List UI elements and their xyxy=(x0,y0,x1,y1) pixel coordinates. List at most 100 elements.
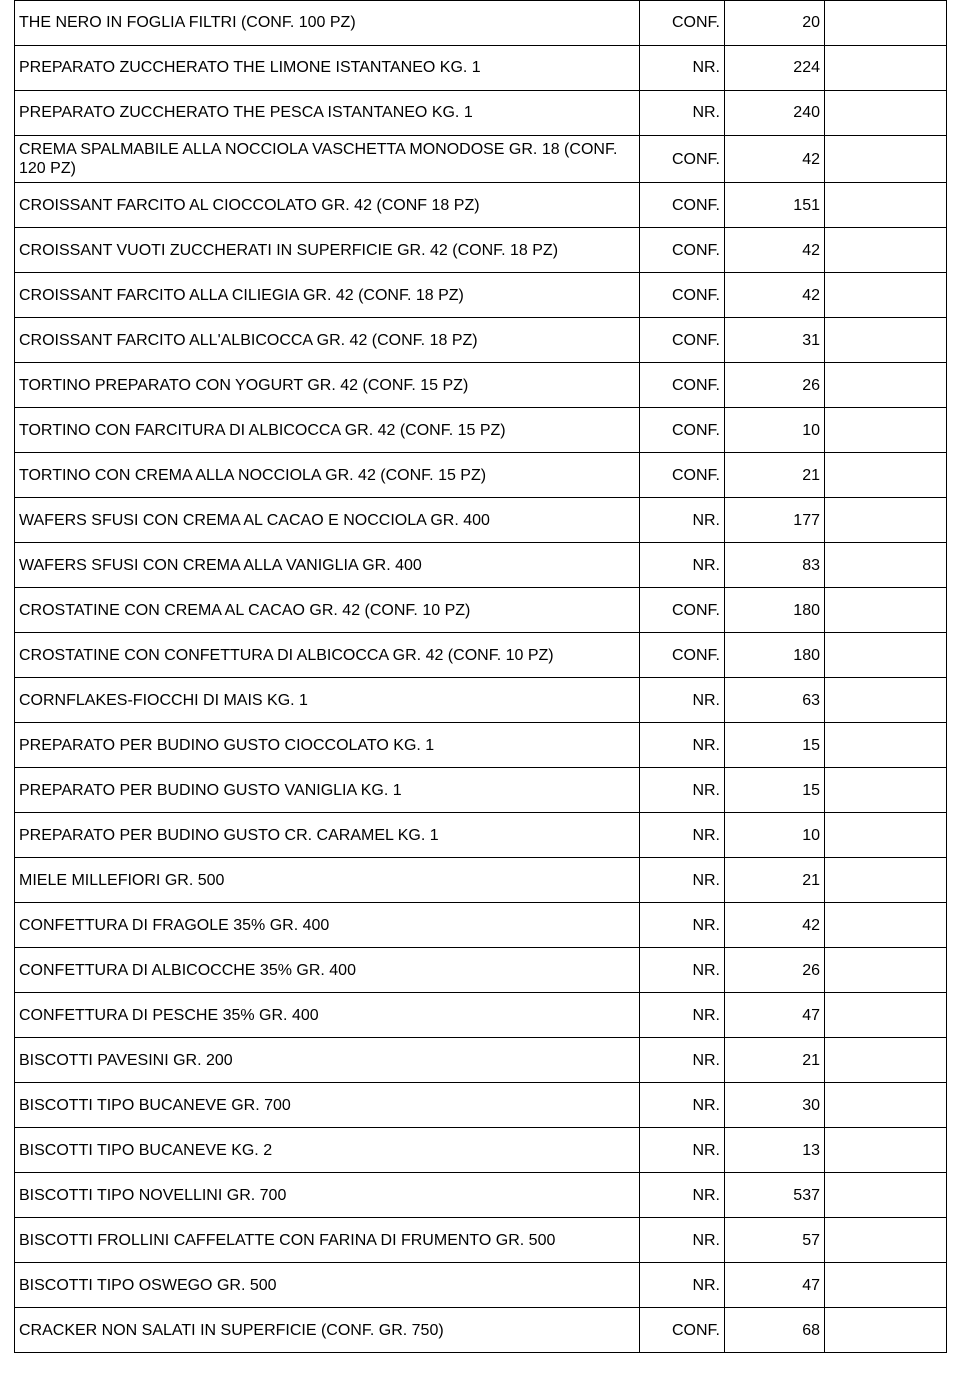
cell-description: TORTINO CON FARCITURA DI ALBICOCCA GR. 4… xyxy=(15,408,640,453)
cell-unit: NR. xyxy=(640,1083,725,1128)
products-table: THE NERO IN FOGLIA FILTRI (CONF. 100 PZ)… xyxy=(14,0,947,1353)
cell-description: BISCOTTI TIPO BUCANEVE GR. 700 xyxy=(15,1083,640,1128)
table-row: CROISSANT VUOTI ZUCCHERATI IN SUPERFICIE… xyxy=(15,228,947,273)
cell-quantity: 13 xyxy=(725,1128,825,1173)
cell-quantity: 21 xyxy=(725,1038,825,1083)
cell-blank xyxy=(825,453,947,498)
table-row: BISCOTTI TIPO BUCANEVE GR. 700NR.30 xyxy=(15,1083,947,1128)
cell-blank xyxy=(825,363,947,408)
table-row: CORNFLAKES-FIOCCHI DI MAIS KG. 1NR.63 xyxy=(15,678,947,723)
cell-blank xyxy=(825,543,947,588)
cell-unit: NR. xyxy=(640,1263,725,1308)
table-row: BISCOTTI PAVESINI GR. 200NR.21 xyxy=(15,1038,947,1083)
cell-unit: CONF. xyxy=(640,228,725,273)
table-row: BISCOTTI FROLLINI CAFFELATTE CON FARINA … xyxy=(15,1218,947,1263)
cell-unit: NR. xyxy=(640,543,725,588)
cell-unit: NR. xyxy=(640,91,725,136)
cell-description: WAFERS SFUSI CON CREMA AL CACAO E NOCCIO… xyxy=(15,498,640,543)
cell-unit: CONF. xyxy=(640,318,725,363)
table-row: BISCOTTI TIPO OSWEGO GR. 500NR.47 xyxy=(15,1263,947,1308)
cell-unit: CONF. xyxy=(640,273,725,318)
cell-unit: NR. xyxy=(640,723,725,768)
table-row: PREPARATO PER BUDINO GUSTO VANIGLIA KG. … xyxy=(15,768,947,813)
cell-quantity: 15 xyxy=(725,768,825,813)
table-row: CREMA SPALMABILE ALLA NOCCIOLA VASCHETTA… xyxy=(15,136,947,183)
cell-description: CROISSANT FARCITO ALLA CILIEGIA GR. 42 (… xyxy=(15,273,640,318)
cell-blank xyxy=(825,633,947,678)
cell-description: CONFETTURA DI ALBICOCCHE 35% GR. 400 xyxy=(15,948,640,993)
cell-unit: CONF. xyxy=(640,588,725,633)
table-row: TORTINO CON CREMA ALLA NOCCIOLA GR. 42 (… xyxy=(15,453,947,498)
cell-unit: NR. xyxy=(640,948,725,993)
cell-unit: NR. xyxy=(640,993,725,1038)
cell-quantity: 26 xyxy=(725,948,825,993)
cell-description: PREPARATO PER BUDINO GUSTO VANIGLIA KG. … xyxy=(15,768,640,813)
cell-blank xyxy=(825,1218,947,1263)
cell-blank xyxy=(825,228,947,273)
cell-unit: CONF. xyxy=(640,136,725,183)
cell-blank xyxy=(825,1083,947,1128)
cell-description: PREPARATO PER BUDINO GUSTO CIOCCOLATO KG… xyxy=(15,723,640,768)
table-row: CRACKER NON SALATI IN SUPERFICIE (CONF. … xyxy=(15,1308,947,1353)
cell-quantity: 537 xyxy=(725,1173,825,1218)
cell-blank xyxy=(825,903,947,948)
table-row: CROISSANT FARCITO ALL'ALBICOCCA GR. 42 (… xyxy=(15,318,947,363)
cell-blank xyxy=(825,1308,947,1353)
cell-description: CORNFLAKES-FIOCCHI DI MAIS KG. 1 xyxy=(15,678,640,723)
cell-description: CROISSANT VUOTI ZUCCHERATI IN SUPERFICIE… xyxy=(15,228,640,273)
cell-unit: NR. xyxy=(640,768,725,813)
cell-unit: CONF. xyxy=(640,363,725,408)
cell-quantity: 42 xyxy=(725,136,825,183)
cell-description: BISCOTTI PAVESINI GR. 200 xyxy=(15,1038,640,1083)
cell-unit: CONF. xyxy=(640,453,725,498)
cell-description: TORTINO CON CREMA ALLA NOCCIOLA GR. 42 (… xyxy=(15,453,640,498)
cell-quantity: 15 xyxy=(725,723,825,768)
cell-blank xyxy=(825,678,947,723)
table-row: CONFETTURA DI PESCHE 35% GR. 400NR.47 xyxy=(15,993,947,1038)
cell-quantity: 47 xyxy=(725,993,825,1038)
cell-blank xyxy=(825,768,947,813)
cell-quantity: 180 xyxy=(725,633,825,678)
table-row: BISCOTTI TIPO BUCANEVE KG. 2NR.13 xyxy=(15,1128,947,1173)
table-row: PREPARATO PER BUDINO GUSTO CR. CARAMEL K… xyxy=(15,813,947,858)
cell-quantity: 31 xyxy=(725,318,825,363)
cell-quantity: 21 xyxy=(725,453,825,498)
cell-quantity: 42 xyxy=(725,228,825,273)
cell-quantity: 83 xyxy=(725,543,825,588)
cell-description: BISCOTTI TIPO NOVELLINI GR. 700 xyxy=(15,1173,640,1218)
cell-quantity: 10 xyxy=(725,408,825,453)
cell-blank xyxy=(825,318,947,363)
table-row: WAFERS SFUSI CON CREMA AL CACAO E NOCCIO… xyxy=(15,498,947,543)
cell-quantity: 240 xyxy=(725,91,825,136)
cell-unit: NR. xyxy=(640,858,725,903)
cell-blank xyxy=(825,273,947,318)
cell-blank xyxy=(825,136,947,183)
table-row: CONFETTURA DI FRAGOLE 35% GR. 400NR.42 xyxy=(15,903,947,948)
cell-blank xyxy=(825,813,947,858)
table-row: PREPARATO ZUCCHERATO THE LIMONE ISTANTAN… xyxy=(15,46,947,91)
cell-quantity: 63 xyxy=(725,678,825,723)
cell-description: TORTINO PREPARATO CON YOGURT GR. 42 (CON… xyxy=(15,363,640,408)
cell-unit: NR. xyxy=(640,813,725,858)
table-row: TORTINO CON FARCITURA DI ALBICOCCA GR. 4… xyxy=(15,408,947,453)
cell-description: THE NERO IN FOGLIA FILTRI (CONF. 100 PZ) xyxy=(15,1,640,46)
table-row: PREPARATO ZUCCHERATO THE PESCA ISTANTANE… xyxy=(15,91,947,136)
cell-blank xyxy=(825,1173,947,1218)
cell-unit: CONF. xyxy=(640,633,725,678)
cell-description: WAFERS SFUSI CON CREMA ALLA VANIGLIA GR.… xyxy=(15,543,640,588)
cell-quantity: 10 xyxy=(725,813,825,858)
cell-description: BISCOTTI TIPO OSWEGO GR. 500 xyxy=(15,1263,640,1308)
cell-unit: CONF. xyxy=(640,183,725,228)
table-row: MIELE MILLEFIORI GR. 500NR.21 xyxy=(15,858,947,903)
table-row: WAFERS SFUSI CON CREMA ALLA VANIGLIA GR.… xyxy=(15,543,947,588)
cell-quantity: 30 xyxy=(725,1083,825,1128)
cell-blank xyxy=(825,993,947,1038)
cell-quantity: 180 xyxy=(725,588,825,633)
cell-quantity: 21 xyxy=(725,858,825,903)
cell-unit: NR. xyxy=(640,1218,725,1263)
cell-description: CROSTATINE CON CONFETTURA DI ALBICOCCA G… xyxy=(15,633,640,678)
table-row: CROSTATINE CON CREMA AL CACAO GR. 42 (CO… xyxy=(15,588,947,633)
cell-quantity: 57 xyxy=(725,1218,825,1263)
cell-description: CREMA SPALMABILE ALLA NOCCIOLA VASCHETTA… xyxy=(15,136,640,183)
cell-blank xyxy=(825,1,947,46)
